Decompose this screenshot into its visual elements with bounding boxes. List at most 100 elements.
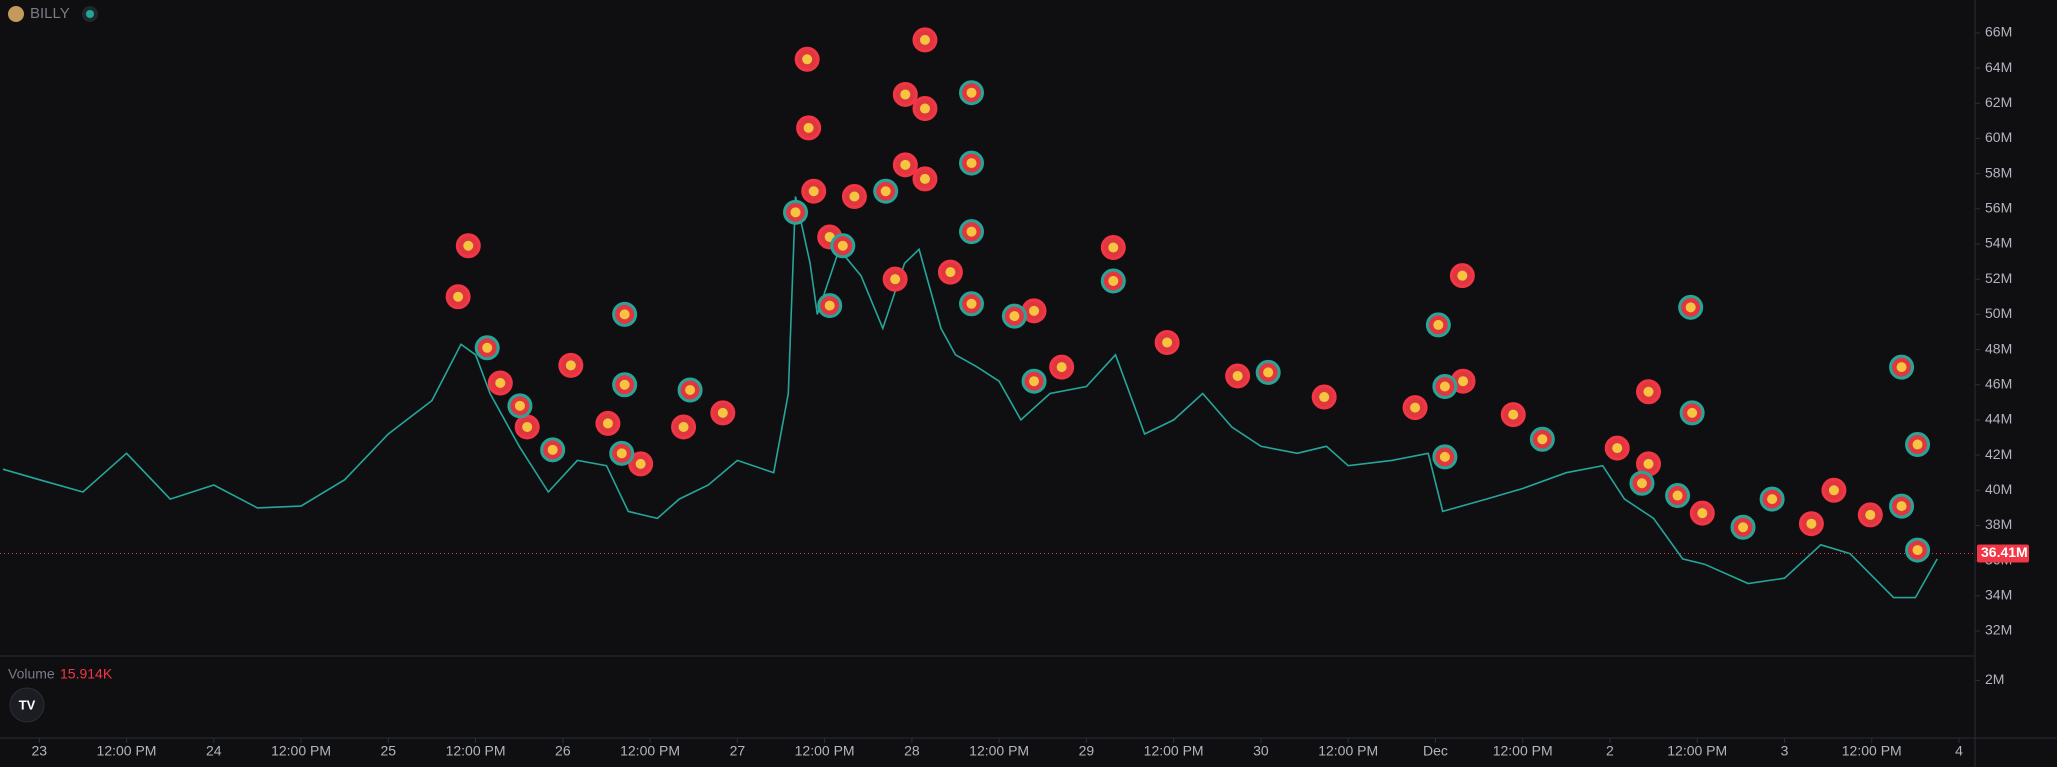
marker-face (547, 444, 558, 455)
x-tick-label: 27 (730, 743, 746, 759)
marker-face (824, 300, 835, 311)
x-tick-label: 12:00 PM (1144, 743, 1204, 759)
marker-face (966, 158, 977, 169)
marker-face (1643, 386, 1654, 397)
marker-face (616, 448, 627, 459)
marker-face (1232, 370, 1243, 381)
x-tick-label: 23 (31, 743, 47, 759)
x-tick-label: 30 (1253, 743, 1269, 759)
marker-face (790, 207, 801, 218)
y-tick-label: 42M (1985, 446, 2012, 462)
y-tick-label: 48M (1985, 340, 2012, 356)
marker-face (1508, 409, 1519, 420)
marker-face (1108, 275, 1119, 286)
y-tick-label: 34M (1985, 587, 2012, 603)
marker-face (717, 407, 728, 418)
volume-last: 15.914K (60, 666, 113, 682)
y-tick-label: 62M (1985, 94, 2012, 110)
tv-logo-mark: TV (19, 697, 36, 712)
marker-face (945, 267, 956, 278)
marker-face (602, 418, 613, 429)
marker-face (900, 159, 911, 170)
marker-face (1912, 439, 1923, 450)
last-price-tag (1977, 544, 2029, 563)
y-tick-label: 50M (1985, 305, 2012, 321)
y-tick-label: 46M (1985, 375, 2012, 391)
x-tick-label: 12:00 PM (620, 743, 680, 759)
marker-face (1457, 270, 1468, 281)
marker-face (1056, 362, 1067, 373)
x-tick-label: 12:00 PM (446, 743, 506, 759)
volume-tick-label: 2M (1985, 671, 2004, 687)
x-tick-label: 12:00 PM (1318, 743, 1378, 759)
marker-face (1912, 545, 1923, 556)
marker-face (1319, 392, 1330, 403)
y-tick-label: 44M (1985, 411, 2012, 427)
y-tick-label: 52M (1985, 270, 2012, 286)
marker-face (565, 360, 576, 371)
x-tick-label: 12:00 PM (969, 743, 1029, 759)
price-line (2, 196, 1938, 599)
last-price-label: 36.41M (1981, 544, 2028, 560)
symbol-icon (8, 6, 24, 22)
marker-face (1806, 518, 1817, 529)
marker-face (522, 421, 533, 432)
marker-face (900, 89, 911, 100)
marker-face (1029, 305, 1040, 316)
marker-face (1738, 522, 1749, 533)
marker-face (514, 400, 525, 411)
status-dot (86, 10, 94, 18)
x-tick-label: 12:00 PM (97, 743, 157, 759)
marker-face (919, 173, 930, 184)
marker-face (1612, 443, 1623, 454)
marker-face (880, 186, 891, 197)
x-tick-label: Dec (1423, 743, 1448, 759)
x-tick-label: 26 (555, 743, 571, 759)
marker-face (808, 186, 819, 197)
marker-face (1029, 376, 1040, 387)
marker-face (890, 274, 901, 285)
x-tick-label: 24 (206, 743, 222, 759)
marker-face (966, 226, 977, 237)
y-tick-label: 58M (1985, 164, 2012, 180)
marker-face (635, 458, 646, 469)
marker-face (1458, 376, 1469, 387)
marker-face (1685, 302, 1696, 313)
marker-face (1162, 337, 1173, 348)
marker-face (1439, 451, 1450, 462)
marker-face (1865, 509, 1876, 520)
marker-face (1537, 434, 1548, 445)
x-tick-label: 29 (1079, 743, 1095, 759)
marker-face (619, 379, 630, 390)
marker-face (919, 103, 930, 114)
x-tick-label: 28 (904, 743, 920, 759)
marker-face (1697, 508, 1708, 519)
x-tick-label: 12:00 PM (1493, 743, 1553, 759)
marker-face (1009, 311, 1020, 322)
x-tick-label: 12:00 PM (1667, 743, 1727, 759)
volume-title: Volume (8, 666, 55, 682)
marker-face (802, 54, 813, 65)
marker-face (685, 385, 696, 396)
marker-face (919, 34, 930, 45)
y-tick-label: 38M (1985, 516, 2012, 532)
marker-face (1896, 362, 1907, 373)
marker-face (849, 191, 860, 202)
marker-face (966, 87, 977, 98)
marker-face (966, 298, 977, 309)
marker-face (803, 122, 814, 133)
marker-face (1263, 367, 1274, 378)
y-tick-label: 60M (1985, 129, 2012, 145)
marker-face (1687, 407, 1698, 418)
marker-face (1636, 478, 1647, 489)
marker-face (1672, 490, 1683, 501)
marker-face (453, 291, 464, 302)
marker-face (837, 240, 848, 251)
marker-face (495, 377, 506, 388)
y-tick-label: 66M (1985, 24, 2012, 40)
marker-face (1433, 319, 1444, 330)
y-tick-label: 56M (1985, 200, 2012, 216)
tv-logo[interactable] (9, 687, 45, 723)
